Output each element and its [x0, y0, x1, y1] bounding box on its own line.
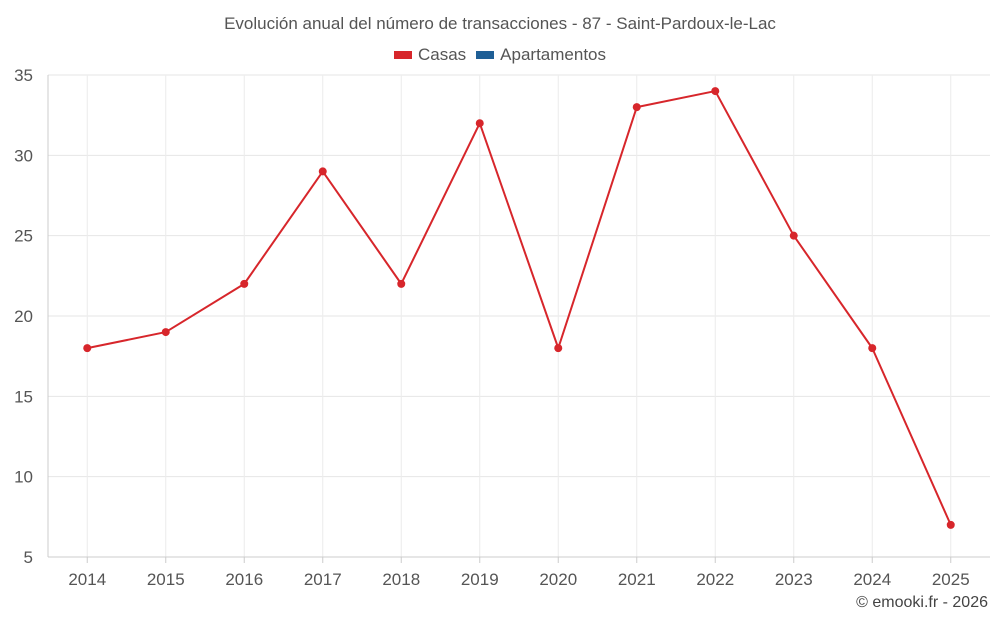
x-tick-label: 2020 — [539, 570, 577, 589]
legend-item-casas[interactable]: Casas — [393, 45, 467, 65]
y-tick-label: 20 — [14, 307, 33, 326]
y-tick-label: 15 — [14, 387, 33, 406]
x-tick-label: 2016 — [225, 570, 263, 589]
data-point-2018 — [397, 279, 406, 288]
x-tick-label: 2024 — [853, 570, 891, 589]
x-tick-label: 2022 — [696, 570, 734, 589]
data-point-2020 — [554, 344, 563, 353]
data-point-2025 — [946, 520, 955, 529]
data-point-2017 — [318, 167, 327, 176]
data-point-2016 — [240, 279, 249, 288]
data-point-2024 — [868, 344, 877, 353]
x-tick-label: 2021 — [618, 570, 656, 589]
legend-item-apartamentos[interactable]: Apartamentos — [476, 45, 606, 65]
y-tick-label: 35 — [14, 66, 33, 85]
x-tick-label: 2017 — [304, 570, 342, 589]
legend-swatch-apartamentos — [476, 51, 495, 59]
y-tick-label: 30 — [14, 146, 33, 165]
data-point-2014 — [83, 344, 92, 353]
x-tick-label: 2023 — [775, 570, 813, 589]
legend-label-casas: Casas — [417, 45, 467, 64]
x-tick-label: 2019 — [461, 570, 499, 589]
x-tick-label: 2018 — [382, 570, 420, 589]
data-point-2023 — [789, 231, 798, 240]
credit-text: © emooki.fr - 2026 — [856, 594, 988, 611]
y-tick-label: 5 — [24, 548, 33, 567]
chart-legend: Casas Apartamentos — [0, 45, 1000, 65]
series-line-casas — [87, 90, 952, 526]
chart-title: Evolución anual del número de transaccio… — [224, 14, 776, 33]
data-point-2019 — [475, 119, 484, 128]
data-point-2015 — [161, 328, 170, 337]
legend-swatch-casas — [393, 51, 412, 59]
data-point-2022 — [711, 87, 720, 96]
x-tick-label: 2015 — [147, 570, 185, 589]
legend-label-apartamentos: Apartamentos — [500, 45, 607, 64]
y-tick-label: 10 — [14, 468, 33, 487]
x-tick-label: 2014 — [68, 570, 106, 589]
y-tick-label: 25 — [14, 227, 33, 246]
data-point-2021 — [632, 103, 641, 112]
x-tick-label: 2025 — [932, 570, 970, 589]
